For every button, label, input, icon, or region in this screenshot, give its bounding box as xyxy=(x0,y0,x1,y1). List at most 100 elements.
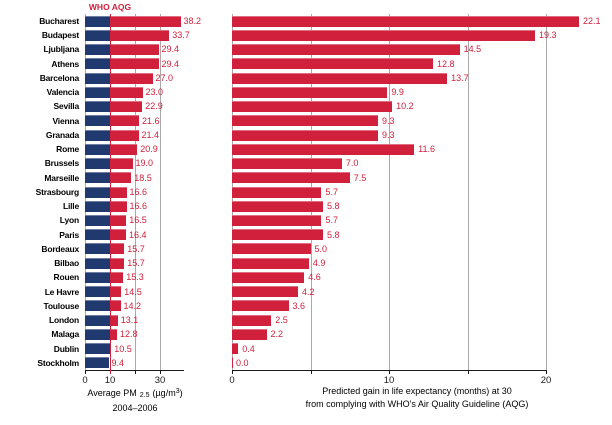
city-label: Brussels xyxy=(44,158,80,169)
city-label: Vienna xyxy=(52,115,79,126)
gain-bar xyxy=(232,158,342,170)
city-label: Paris xyxy=(59,229,79,240)
city-label: Strasbourg xyxy=(35,186,80,197)
gain-bar-segment xyxy=(232,200,324,212)
gain-bar-segment xyxy=(232,158,342,170)
gain-caption-line1: Predicted gain in life expectancy (month… xyxy=(322,386,512,396)
pm25-bar xyxy=(85,29,170,41)
pm25-bar-below-guideline xyxy=(85,343,110,355)
pm25-bar-below-guideline xyxy=(85,314,110,326)
pm25-value-label: 9.4 xyxy=(111,357,125,368)
gridline xyxy=(135,14,136,370)
pm25-bar-above-guideline xyxy=(110,58,159,70)
gain-bar-segment xyxy=(232,129,378,141)
pm25-value-label: 16.6 xyxy=(129,201,148,212)
pm25-bar-above-guideline xyxy=(110,257,125,269)
pm25-value-label: 12.8 xyxy=(120,329,138,340)
pm25-value-label: 10.5 xyxy=(114,343,132,354)
pm25-bar xyxy=(85,271,124,283)
gain-bar xyxy=(232,115,378,127)
gain-bar-segment xyxy=(232,328,267,340)
pm25-bar-below-guideline xyxy=(85,129,110,141)
gain-value-label: 14.5 xyxy=(463,44,482,55)
gain-bar-segment xyxy=(232,172,350,184)
city-label: Malaga xyxy=(51,329,79,340)
gain-caption-line2: from complying with WHO's Air Quality Gu… xyxy=(305,399,529,409)
axis-tick xyxy=(135,370,136,374)
pm25-bar xyxy=(85,115,139,127)
pm25-value-label: 23.0 xyxy=(145,87,164,98)
pm25-bar xyxy=(85,186,127,198)
city-label: Stockholm xyxy=(37,357,79,368)
pm25-bar-above-guideline xyxy=(110,129,139,141)
who-aqg-guideline-label: WHO AQG xyxy=(88,2,132,12)
gain-value-label: 5.8 xyxy=(327,229,340,240)
pm25-bar-above-guideline xyxy=(110,15,181,27)
city-labels-column: Bucharest Budapest Ljubljana Athens Barcelon… xyxy=(0,14,82,370)
city-label: Bilbao xyxy=(54,258,79,269)
city-label: Rouen xyxy=(53,272,80,283)
pm25-bar xyxy=(85,172,132,184)
gain-bar xyxy=(232,172,350,184)
gain-value-label: 4.6 xyxy=(308,272,321,283)
pm25-bar-below-guideline xyxy=(85,357,109,369)
pm25-bar-above-guideline xyxy=(110,115,139,127)
gridline xyxy=(546,14,547,370)
pm25-bar xyxy=(85,158,133,170)
pm25-x-axis: 0 10 30 xyxy=(82,370,184,386)
axis-tick xyxy=(232,370,233,374)
pm25-bar-below-guideline xyxy=(85,243,110,255)
gain-bar-segment xyxy=(232,357,233,369)
gain-bar-segment xyxy=(232,286,298,298)
pm25-bar-above-guideline xyxy=(110,300,121,312)
axis-tick-label: 30 xyxy=(154,375,166,386)
pm25-bar-above-guideline xyxy=(110,314,118,326)
pm25-bar-above-guideline xyxy=(110,29,170,41)
pm25-bar-above-guideline xyxy=(110,86,143,98)
gain-bar-segment xyxy=(232,243,311,255)
gain-bar-segment xyxy=(232,29,535,41)
gain-bar xyxy=(232,44,460,56)
gain-value-label: 22.1 xyxy=(582,16,601,26)
gain-bar xyxy=(232,357,233,369)
pm25-bar xyxy=(85,343,112,355)
pm25-value-label: 21.4 xyxy=(141,129,160,140)
gridline xyxy=(160,14,161,370)
pm25-bar-below-guideline xyxy=(85,158,110,170)
pm25-value-label: 14.5 xyxy=(124,286,142,297)
gain-bar xyxy=(232,243,311,255)
pm25-bar xyxy=(85,214,127,226)
pm25-caption-line1: Average PM 2.5 (µg/m3) xyxy=(87,388,183,399)
gain-bar xyxy=(232,101,393,113)
gain-value-label: 5.7 xyxy=(325,215,338,226)
pm25-bar xyxy=(85,101,143,113)
axis-tick xyxy=(85,370,86,374)
pm25-bar xyxy=(85,314,118,326)
pm25-bar-below-guideline xyxy=(85,101,110,113)
pm25-value-label: 13.1 xyxy=(120,315,139,326)
pm25-bar-below-guideline xyxy=(85,286,110,298)
axis-tick xyxy=(389,370,390,374)
gain-value-label: 5.7 xyxy=(325,186,338,197)
pm25-axis-caption: Average PM 2.5 (µg/m3) 2004–2006 xyxy=(20,385,250,415)
pm25-value-label: 20.9 xyxy=(140,144,158,155)
pm25-value-label: 16.5 xyxy=(129,215,147,226)
gain-value-label: 5.8 xyxy=(327,201,340,212)
gain-value-label: 2.2 xyxy=(270,329,284,340)
city-label: Le Havre xyxy=(44,286,80,297)
pm25-bar-above-guideline xyxy=(110,72,153,84)
gain-value-label: 9.3 xyxy=(382,129,395,140)
pm25-chart-plot: 38.2 33.7 29.4 29.4 27.0 23.0 22.9 21.6 21.4 20.9… xyxy=(85,14,201,370)
axis-tick xyxy=(110,370,111,374)
pm25-value-label: 15.3 xyxy=(126,272,144,283)
pm25-value-label: 29.4 xyxy=(161,58,180,69)
pm25-bar-below-guideline xyxy=(85,72,110,84)
city-label: Lille xyxy=(62,201,79,212)
gain-bar-segment xyxy=(232,343,239,355)
gain-bar xyxy=(232,29,535,41)
pm25-bar-below-guideline xyxy=(85,58,110,70)
pm25-bar-below-guideline xyxy=(85,86,110,98)
city-label: Budapest xyxy=(41,30,79,41)
pm25-bar-below-guideline xyxy=(85,115,110,127)
pm25-bar-below-guideline xyxy=(85,257,110,269)
